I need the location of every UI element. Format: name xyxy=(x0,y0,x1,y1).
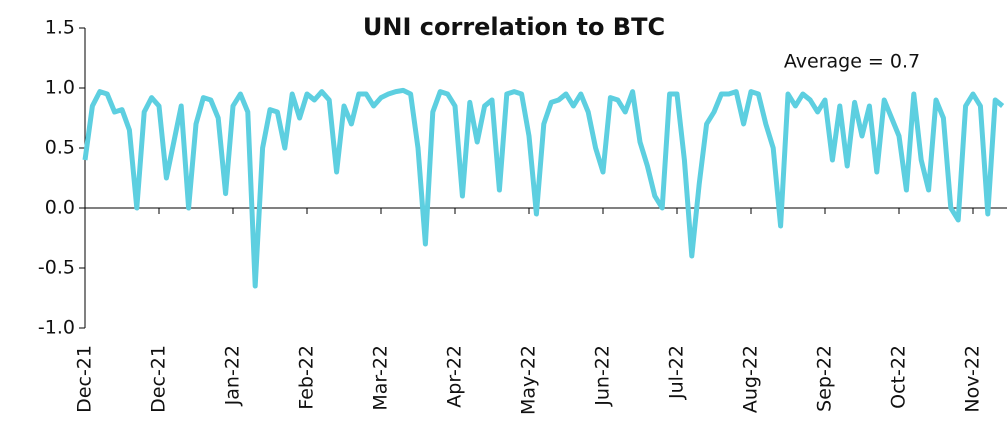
x-tick-label: Nov-22 xyxy=(962,345,984,413)
chart-title: UNI correlation to BTC xyxy=(363,13,665,41)
y-tick-label: 1.5 xyxy=(45,17,75,39)
x-tick-label: Feb-22 xyxy=(296,345,318,410)
x-tick-label: Sep-22 xyxy=(814,345,836,412)
line xyxy=(82,87,1005,289)
y-tick-label: 1.0 xyxy=(45,77,75,99)
x-tick-label: Jun-22 xyxy=(592,345,614,407)
y-tick-label: -0.5 xyxy=(38,257,75,279)
x-tick-label: Jul-22 xyxy=(666,345,688,400)
x-tick-label: Oct-22 xyxy=(888,345,910,409)
x-tick-label: Aug-22 xyxy=(740,345,762,413)
annotation: Average = 0.7 xyxy=(784,51,920,73)
x-tick-label: May-22 xyxy=(518,345,540,415)
x-tick-label: Dec-21 xyxy=(74,345,96,413)
x-tick-label: Jan-22 xyxy=(222,345,244,406)
x-tick-label: Mar-22 xyxy=(370,345,392,411)
x-tick-label: Apr-22 xyxy=(444,345,466,408)
x-tick-label: Dec-21 xyxy=(148,345,170,413)
y-tick-label: 0.5 xyxy=(45,137,75,159)
y-tick-label: 0.0 xyxy=(45,197,75,219)
y-tick-label: -1.0 xyxy=(38,317,75,339)
